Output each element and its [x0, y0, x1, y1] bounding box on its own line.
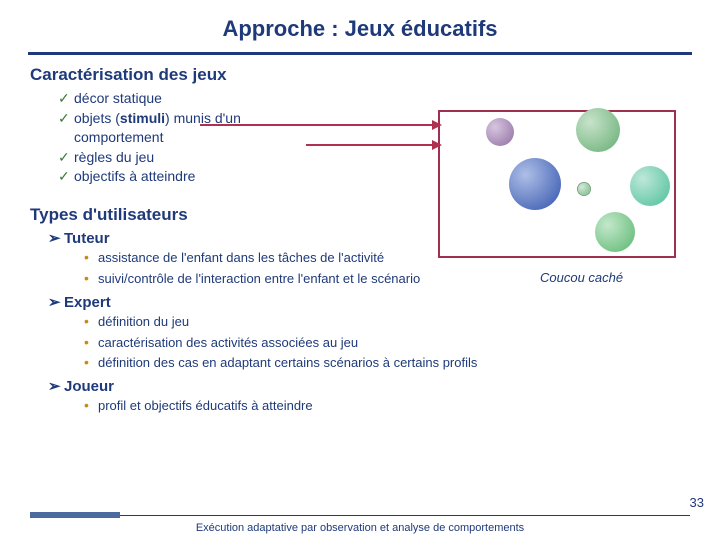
pointer-arrow-head-icon — [432, 120, 442, 130]
bullet-item: •profil et objectifs éducatifs à atteind… — [84, 395, 690, 416]
arrow-icon: ➢ — [48, 229, 64, 247]
pointer-arrow-head-icon — [432, 140, 442, 150]
diagram-circle — [576, 108, 620, 152]
check-item: ✓décor statique — [58, 89, 690, 109]
usertype-label: Tuteur — [64, 230, 110, 247]
bullet-text: définition des cas en adaptant certains … — [98, 355, 477, 370]
diagram-circle — [509, 158, 561, 210]
usertype-joueur-bullets: •profil et objectifs éducatifs à atteind… — [48, 395, 690, 416]
bullet-icon: • — [84, 268, 98, 288]
check-text: règles du jeu — [74, 149, 154, 165]
pointer-arrow-line — [200, 124, 434, 126]
bullet-icon: • — [84, 311, 98, 331]
arrow-icon: ➢ — [48, 293, 64, 311]
usertype-label: Expert — [64, 294, 111, 311]
bullet-text: caractérisation des activités associées … — [98, 335, 358, 350]
pointer-arrow-line — [306, 144, 434, 146]
check-icon: ✓ — [58, 89, 74, 109]
arrow-icon: ➢ — [48, 377, 64, 395]
usertype-label: Joueur — [64, 378, 114, 395]
page-number: 33 — [690, 495, 704, 510]
check-text: objectifs à atteindre — [74, 168, 195, 184]
diagram-circle — [595, 212, 635, 252]
diagram-circle — [486, 118, 514, 146]
bullet-text: suivi/contrôle de l'interaction entre l'… — [98, 271, 420, 286]
bullet-text: définition du jeu — [98, 314, 189, 329]
bullet-text: assistance de l'enfant dans les tâches d… — [98, 250, 384, 265]
bullet-item: •définition du jeu — [84, 311, 690, 332]
footer-line — [120, 515, 690, 516]
usertype-expert-bullets: •définition du jeu •caractérisation des … — [48, 311, 690, 374]
bullet-item: •caractérisation des activités associées… — [84, 332, 690, 353]
footer-text: Exécution adaptative par observation et … — [0, 522, 720, 534]
characterisation-heading: Caractérisation des jeux — [30, 65, 690, 85]
title-divider — [28, 52, 692, 55]
check-text: décor statique — [74, 90, 162, 106]
bullet-icon: • — [84, 352, 98, 372]
diagram-circle — [578, 183, 590, 195]
diagram-circle — [630, 166, 670, 206]
check-text-b: comportement — [74, 129, 163, 145]
usertype-joueur: ➢Joueur — [48, 377, 690, 395]
bullet-text: profil et objectifs éducatifs à atteindr… — [98, 398, 313, 413]
footer-bar — [30, 512, 120, 518]
bullet-icon: • — [84, 247, 98, 267]
check-icon: ✓ — [58, 167, 74, 187]
diagram-caption: Coucou caché — [540, 270, 623, 285]
bullet-icon: • — [84, 395, 98, 415]
slide-title: Approche : Jeux éducatifs — [0, 0, 720, 52]
check-icon: ✓ — [58, 148, 74, 168]
bullet-item: •définition des cas en adaptant certains… — [84, 352, 690, 373]
usertype-expert: ➢Expert — [48, 293, 690, 311]
check-icon: ✓ — [58, 109, 74, 129]
bullet-icon: • — [84, 332, 98, 352]
